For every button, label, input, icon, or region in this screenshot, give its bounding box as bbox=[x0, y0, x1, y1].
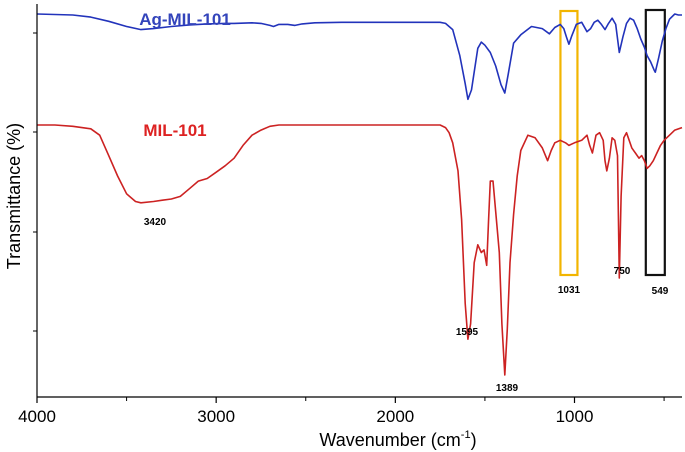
x-axis-title-superscript: -1 bbox=[461, 429, 471, 441]
x-tick-label-1000: 1000 bbox=[556, 407, 594, 426]
x-tick-label-3000: 3000 bbox=[197, 407, 235, 426]
x-axis-title-close: ) bbox=[471, 430, 477, 450]
x-tick-label-4000: 4000 bbox=[18, 407, 56, 426]
peak-annotations: 3420 1595 1389 750 1031 549 bbox=[144, 217, 669, 394]
x-axis-title: Wavenumber (cm-1) bbox=[319, 429, 476, 450]
series-label-ag-mil-101: Ag-MIL-101 bbox=[139, 10, 231, 29]
highlight-box-1031 bbox=[559, 9, 579, 277]
series-line-mil-101 bbox=[37, 124, 683, 376]
peak-label-1595: 1595 bbox=[456, 327, 479, 338]
y-axis-ticks bbox=[33, 32, 37, 332]
x-axis-title-main: Wavenumber (cm bbox=[319, 430, 460, 450]
peak-label-1031: 1031 bbox=[558, 285, 581, 296]
highlight-boxes bbox=[559, 8, 666, 277]
peak-label-750: 750 bbox=[614, 266, 631, 277]
series-line-ag-mil-101 bbox=[36, 13, 682, 101]
x-tick-label-2000: 2000 bbox=[376, 407, 414, 426]
peak-label-1389: 1389 bbox=[496, 383, 519, 394]
highlight-box-549 bbox=[644, 8, 666, 277]
peak-label-549: 549 bbox=[652, 286, 669, 297]
y-axis-title: Transmittance (%) bbox=[4, 123, 24, 269]
series-label-mil-101: MIL-101 bbox=[143, 121, 206, 140]
peak-label-3420: 3420 bbox=[144, 217, 167, 228]
x-axis-ticks: 4000 3000 2000 1000 bbox=[18, 397, 665, 426]
series-lines bbox=[36, 13, 683, 376]
series-labels: Ag-MIL-101 MIL-101 bbox=[139, 10, 231, 140]
